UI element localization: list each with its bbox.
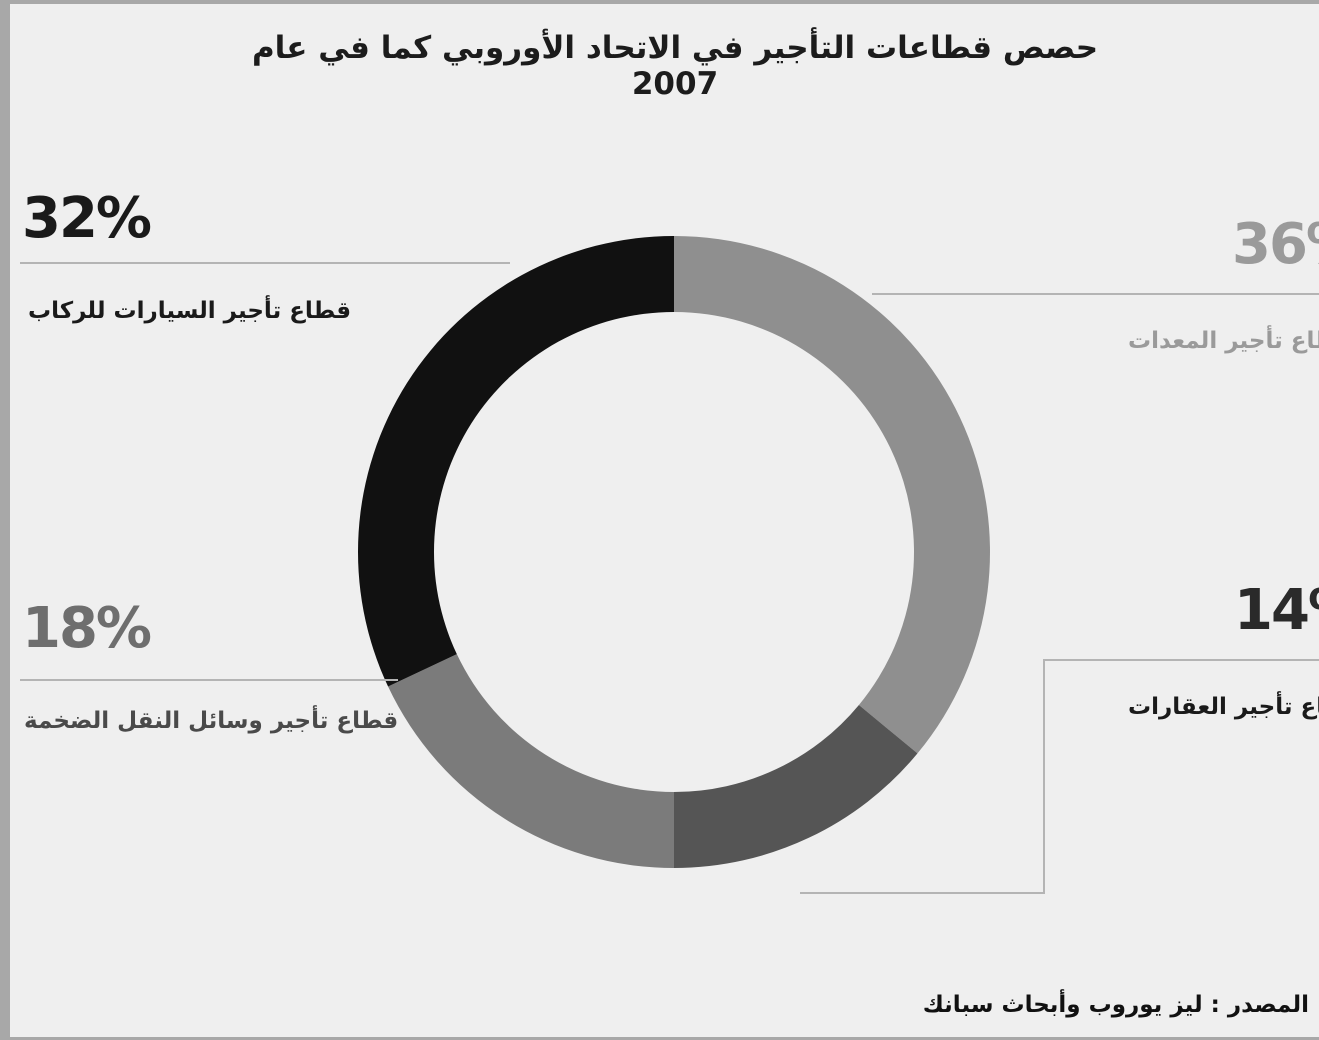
slice-transport: [388, 654, 674, 868]
slice-real-estate: [674, 705, 917, 868]
value-label-real-estate-text: 14%: [1234, 578, 1319, 643]
category-label-equipment-text: قطاع تأجير المعدات: [1128, 328, 1319, 354]
category-label-cars: قطاع تأجير السيارات للركاب: [28, 298, 351, 324]
value-label-real-estate: 14%: [1234, 578, 1319, 643]
slice-equipment: [674, 236, 990, 753]
source-note: المصدر : ليز يوروب وأبحاث سبانك: [923, 992, 1309, 1018]
value-label-transport-text: 18%: [22, 596, 150, 661]
category-label-cars-text: قطاع تأجير السيارات للركاب: [28, 298, 351, 324]
category-label-transport-text: قطاع تأجير وسائل النقل الضخمة: [24, 708, 398, 734]
value-label-cars: 32%: [22, 186, 150, 251]
slice-cars: [358, 236, 674, 687]
category-label-equipment: قطاع تأجير المعدات: [1128, 328, 1319, 354]
value-label-equipment-text: 36%: [1232, 212, 1319, 277]
category-label-real-estate: قطاع تأجير العقارات: [1128, 694, 1319, 720]
category-label-transport: قطاع تأجير وسائل النقل الضخمة: [24, 708, 398, 734]
donut-chart: [10, 4, 1319, 1037]
category-label-real-estate-text: قطاع تأجير العقارات: [1128, 694, 1319, 720]
value-label-transport: 18%: [22, 596, 150, 661]
value-label-cars-text: 32%: [22, 186, 150, 251]
value-label-equipment: 36%: [1232, 212, 1319, 277]
